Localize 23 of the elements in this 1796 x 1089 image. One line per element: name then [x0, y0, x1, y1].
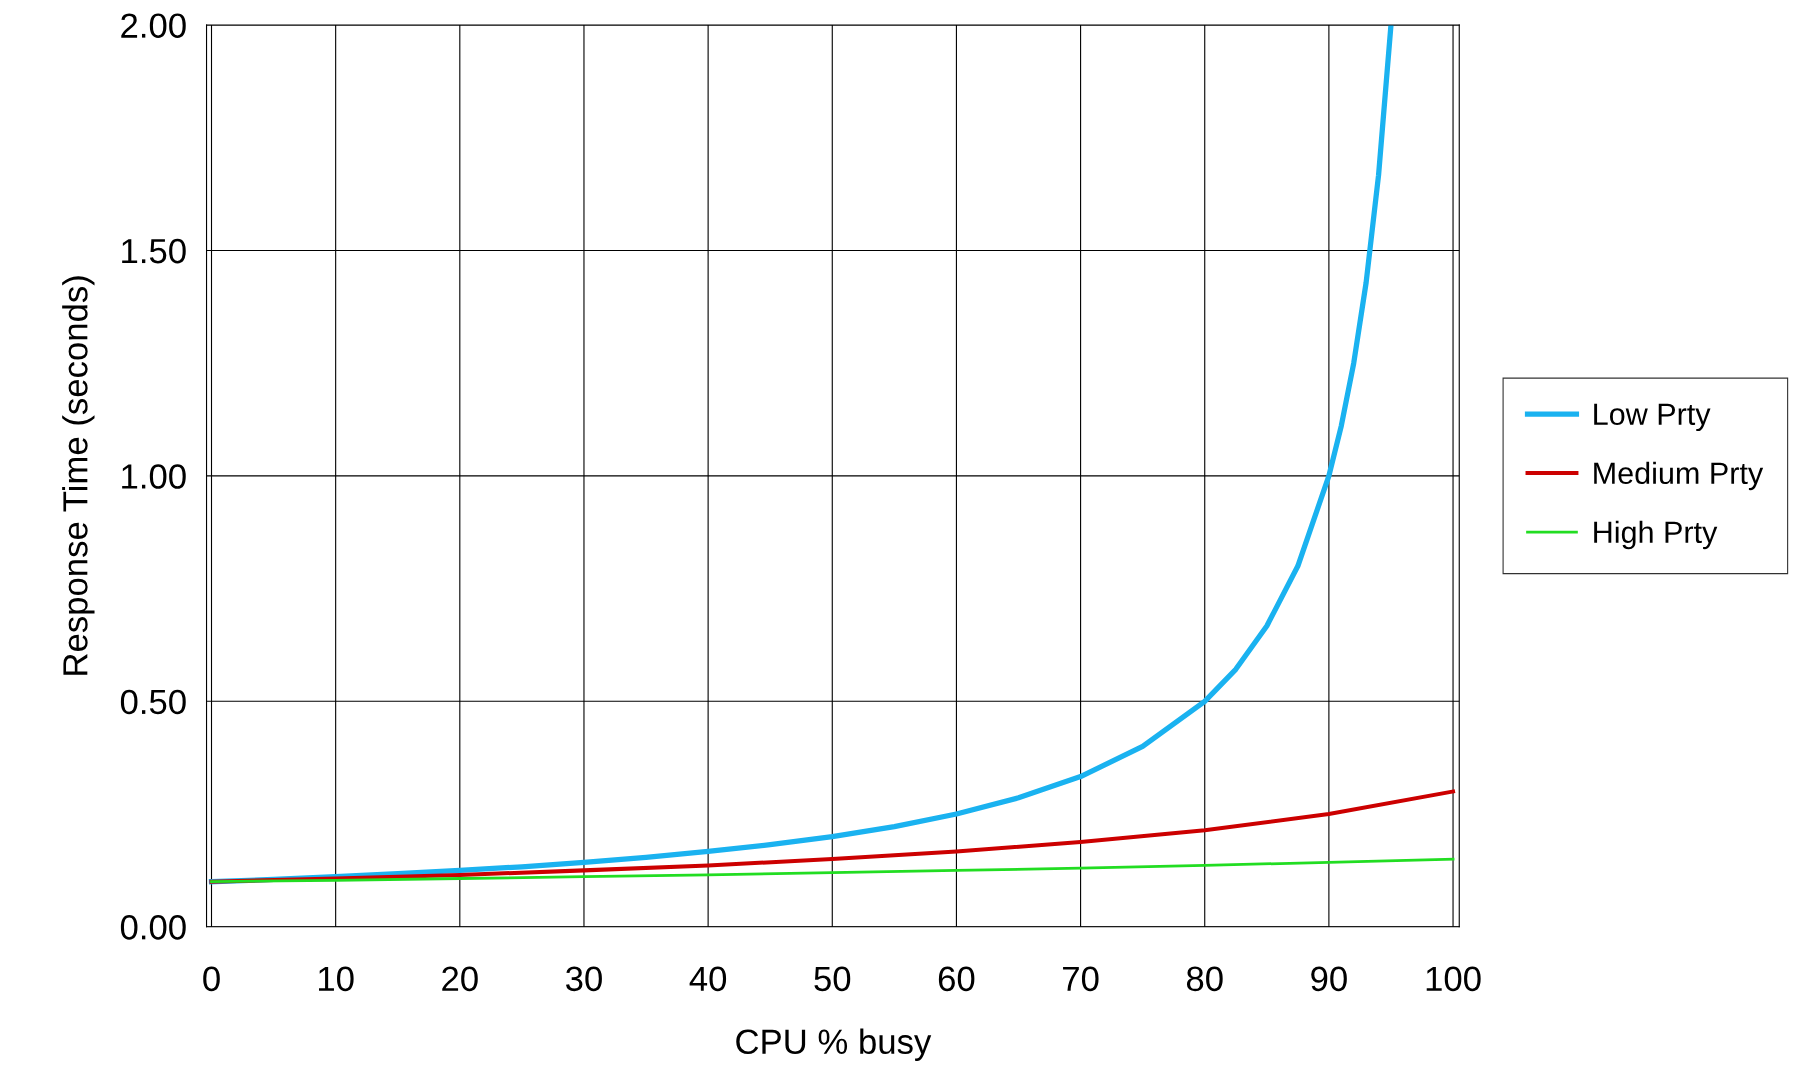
legend-label: High Prty [1594, 520, 1718, 550]
legend-label: Low Prty [1594, 403, 1711, 432]
x-tick-label: 10 [319, 966, 354, 992]
x-tick-label: 40 [689, 966, 727, 992]
x-tick-label: 20 [442, 966, 478, 992]
y-tick-label: 0.50 [120, 689, 186, 715]
x-tick-label: 90 [1311, 966, 1347, 992]
x-tick-label: 70 [1063, 966, 1099, 992]
y-axis-title: Response Time (seconds) [62, 276, 95, 675]
line-series [210, 857, 1455, 884]
x-tick-label: 0 [203, 966, 220, 992]
x-tick-label: 30 [565, 966, 602, 992]
legend-label: Medium Prty [1594, 461, 1764, 491]
y-tick-label: 2.00 [121, 13, 186, 38]
y-tick-label: 1.00 [122, 464, 186, 489]
y-tick-label: 0.00 [120, 915, 186, 940]
x-axis-title: CPU % busy [736, 1028, 932, 1061]
line-series [209, 789, 1456, 884]
x-tick-label: 50 [814, 966, 851, 992]
x-tick-label: 60 [938, 966, 975, 992]
x-tick-label: 100 [1426, 966, 1481, 992]
y-tick-label: 1.50 [122, 238, 186, 264]
x-tick-label: 80 [1186, 966, 1223, 992]
